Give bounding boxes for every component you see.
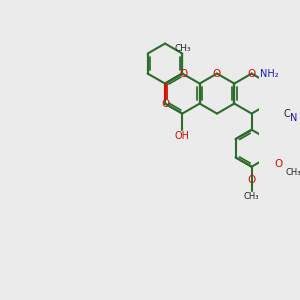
Text: O: O	[248, 69, 256, 79]
Text: CH₃: CH₃	[174, 44, 191, 53]
Text: O: O	[248, 175, 256, 184]
Text: O: O	[179, 69, 188, 79]
Text: CH₃: CH₃	[244, 192, 260, 201]
Text: CH₃: CH₃	[286, 168, 300, 177]
Text: O: O	[274, 159, 283, 169]
Text: O: O	[213, 69, 221, 79]
Text: N: N	[290, 113, 297, 123]
Text: C: C	[284, 109, 291, 119]
Text: NH₂: NH₂	[260, 69, 279, 79]
Text: OH: OH	[175, 131, 190, 141]
Text: O: O	[161, 99, 169, 109]
